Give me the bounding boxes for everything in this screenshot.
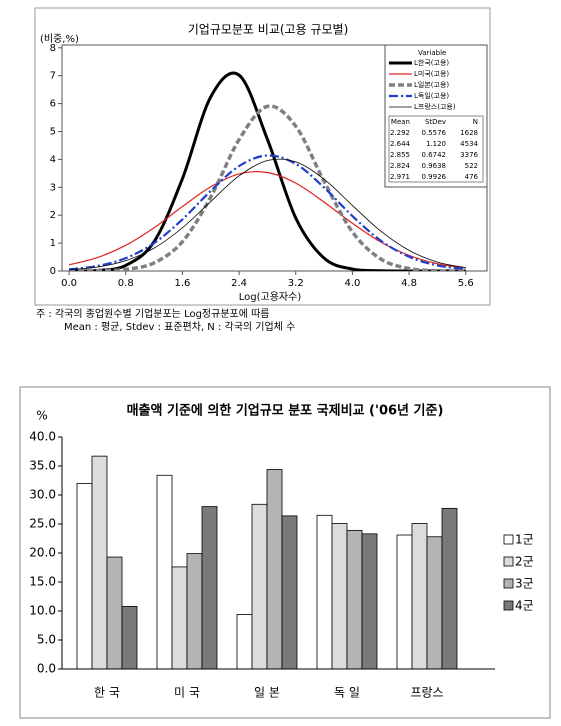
y-axis-label: (비중,%) [40,33,79,45]
y-tick-label: 40.0 [29,430,56,444]
bar [156,474,173,670]
y-tick-label: 4 [50,154,56,165]
x-tick-label: 2.4 [231,278,247,289]
legend-label: L일본(고용) [414,80,449,89]
stats-header: N [473,118,478,126]
bar [316,514,333,670]
bar [186,553,203,670]
legend-label: L미국(고용) [414,69,449,78]
legend-label: 4군 [515,599,534,613]
legend-label: 1군 [515,533,534,547]
legend-label: L독일(고용) [414,91,449,100]
stats-cell: 0.9638 [422,162,447,170]
y-tick-label: 25.0 [29,517,56,531]
y-axis-label: % [36,409,47,423]
legend-label: L프랑스(고용) [414,103,456,111]
bar [106,556,123,670]
bar [91,455,108,670]
y-tick-label: 5.0 [37,633,56,647]
x-axis-label: Log(고용자수) [239,291,302,303]
bar [346,529,363,670]
stats-cell: 522 [465,162,478,170]
series-line [69,104,466,271]
legend-swatch [503,578,514,589]
bar [426,536,443,670]
y-tick-label: 8 [50,43,56,54]
y-tick-label: 0 [50,266,56,277]
x-tick-label: 독 일 [334,686,360,700]
x-tick-label: 한 국 [94,686,120,700]
stats-cell: 2.824 [390,162,411,170]
y-tick-label: 20.0 [29,546,56,560]
y-tick-label: 5 [50,126,56,137]
legend-swatch [503,534,514,545]
stats-cell: 2.971 [390,173,410,181]
legend-label: 2군 [515,555,534,569]
y-tick-label: 15.0 [29,575,56,589]
x-tick-label: 0.0 [61,278,77,289]
note: Mean : 평균, Stdev : 표준편차, N : 각국의 기업체 수 [64,320,295,333]
x-tick-label: 일 본 [254,686,280,700]
stats-cell: 0.5576 [422,129,447,137]
bar [76,482,93,670]
bar [236,614,253,670]
stats-header: Mean [391,118,410,126]
x-tick-label: 1.6 [174,278,190,289]
y-tick-label: 0.0 [37,662,56,676]
stats-cell: 1.120 [426,140,446,148]
y-tick-label: 30.0 [29,488,56,502]
stats-cell: 1628 [460,129,478,137]
legend-swatch [503,600,514,611]
y-tick-label: 6 [50,99,56,110]
bar [441,507,458,670]
bar [201,506,218,670]
legend-label: 3군 [515,577,534,591]
stats-cell: 476 [465,173,479,181]
stats-cell: 2.855 [390,151,410,159]
note: 주 : 각국의 종업원수별 기업분포는 Log정규분포에 따름 [36,307,270,320]
y-tick-label: 3 [50,182,56,193]
y-tick-label: 1 [50,238,56,249]
stats-cell: 2.644 [390,140,411,148]
stats-box [388,115,484,183]
bar [361,533,378,670]
bar [331,523,348,670]
x-tick-label: 3.2 [288,278,304,289]
stats-cell: 2.292 [390,129,410,137]
y-tick-label: 10.0 [29,604,56,618]
stats-cell: 0.9926 [422,173,447,181]
bar [251,503,268,670]
legend-label: L한국(고용) [414,59,449,67]
x-tick-label: 4.0 [344,278,360,289]
bar [281,515,298,670]
stats-cell: 3376 [460,151,478,159]
bar [171,566,188,670]
bar [266,469,283,670]
bar [121,605,138,670]
y-tick-label: 35.0 [29,459,56,473]
y-tick-label: 2 [50,210,56,221]
x-tick-label: 0.8 [118,278,134,289]
chart-title: 매출액 기준에 의한 기업규모 분포 국제비교 ('06년 기준) [127,403,444,419]
x-tick-label: 미 국 [174,686,200,700]
stats-cell: 4534 [460,140,478,148]
stats-header: StDev [425,118,446,126]
x-tick-label: 프랑스 [410,686,443,700]
chart-title: 기업규모분포 비교(고용 규모별) [188,23,349,37]
x-tick-label: 5.6 [458,278,474,289]
series-line [69,71,466,271]
series-line [69,158,466,271]
bar [396,534,413,670]
legend-swatch [503,556,514,567]
y-tick-label: 7 [50,71,56,82]
bar [411,523,428,670]
legend-title: Variable [418,49,446,57]
stats-cell: 0.6742 [422,151,447,159]
x-tick-label: 4.8 [401,278,417,289]
series-line [68,154,466,271]
